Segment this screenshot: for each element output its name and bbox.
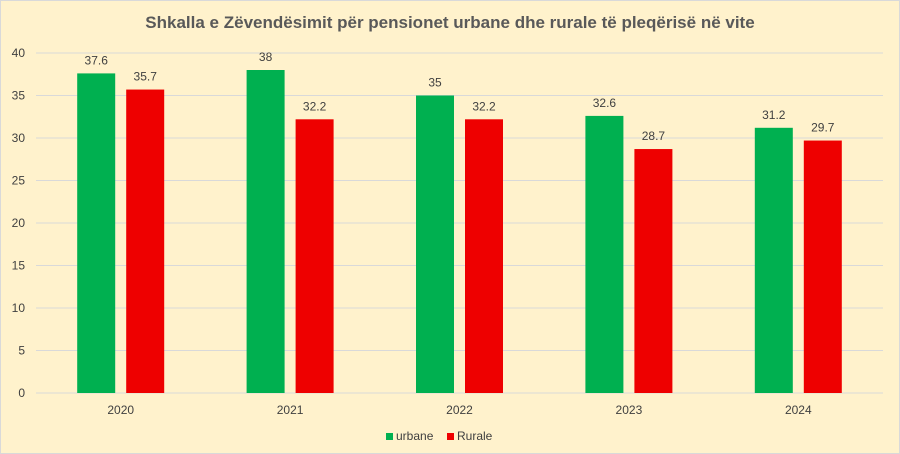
legend-swatch-urbane [386,433,393,440]
x-axis-ticks: 2020 2021 2022 2023 2024 [107,403,812,417]
data-label: 35.7 [134,70,158,84]
x-tick-label: 2020 [107,403,134,417]
bar-rurale-2023 [634,149,673,393]
y-tick-label: 0 [18,386,25,400]
bar-rurale-2024 [803,140,842,393]
y-tick-label: 15 [12,259,26,273]
data-labels: 37.6 35.7 38 32.2 35 32.2 32.6 28.7 31.2 29.7 [85,50,835,143]
data-label: 35 [428,76,442,90]
y-tick-label: 25 [12,174,26,188]
y-tick-label: 10 [12,301,26,315]
bars [77,70,842,394]
y-tick-label: 5 [18,344,25,358]
x-tick-label: 2024 [785,403,812,417]
y-tick-label: 40 [12,46,26,60]
legend-label-urbane: urbane [396,429,434,443]
data-label: 32.2 [472,99,496,113]
legend-swatch-rurale [447,433,454,440]
bar-urbane-2020 [77,73,116,394]
bar-urbane-2022 [416,95,454,393]
legend: urbane Rurale [386,429,493,443]
data-label: 32.2 [303,99,327,113]
data-label: 28.7 [642,129,666,143]
y-tick-label: 35 [12,89,26,103]
x-tick-label: 2021 [277,403,304,417]
data-label: 31.2 [762,108,786,122]
y-axis-ticks: 0 5 10 15 20 25 30 35 40 [12,46,26,400]
bar-urbane-2024 [754,127,793,394]
y-tick-label: 30 [12,131,26,145]
bar-rurale-2022 [465,119,503,394]
data-label: 37.6 [85,53,109,67]
gridlines [36,52,883,394]
data-label: 38 [259,50,273,64]
y-tick-label: 20 [12,216,26,230]
x-tick-label: 2022 [446,403,473,417]
bar-rurale-2021 [295,119,334,394]
bar-urbane-2023 [585,115,624,394]
chart-title: Shkalla e Zëvendësimit për pensionet urb… [145,13,754,32]
bar-rurale-2020 [126,89,165,394]
legend-label-rurale: Rurale [457,429,493,443]
x-tick-label: 2023 [616,403,643,417]
data-label: 32.6 [593,96,617,110]
data-label: 29.7 [811,121,835,135]
bar-urbane-2021 [246,70,285,393]
